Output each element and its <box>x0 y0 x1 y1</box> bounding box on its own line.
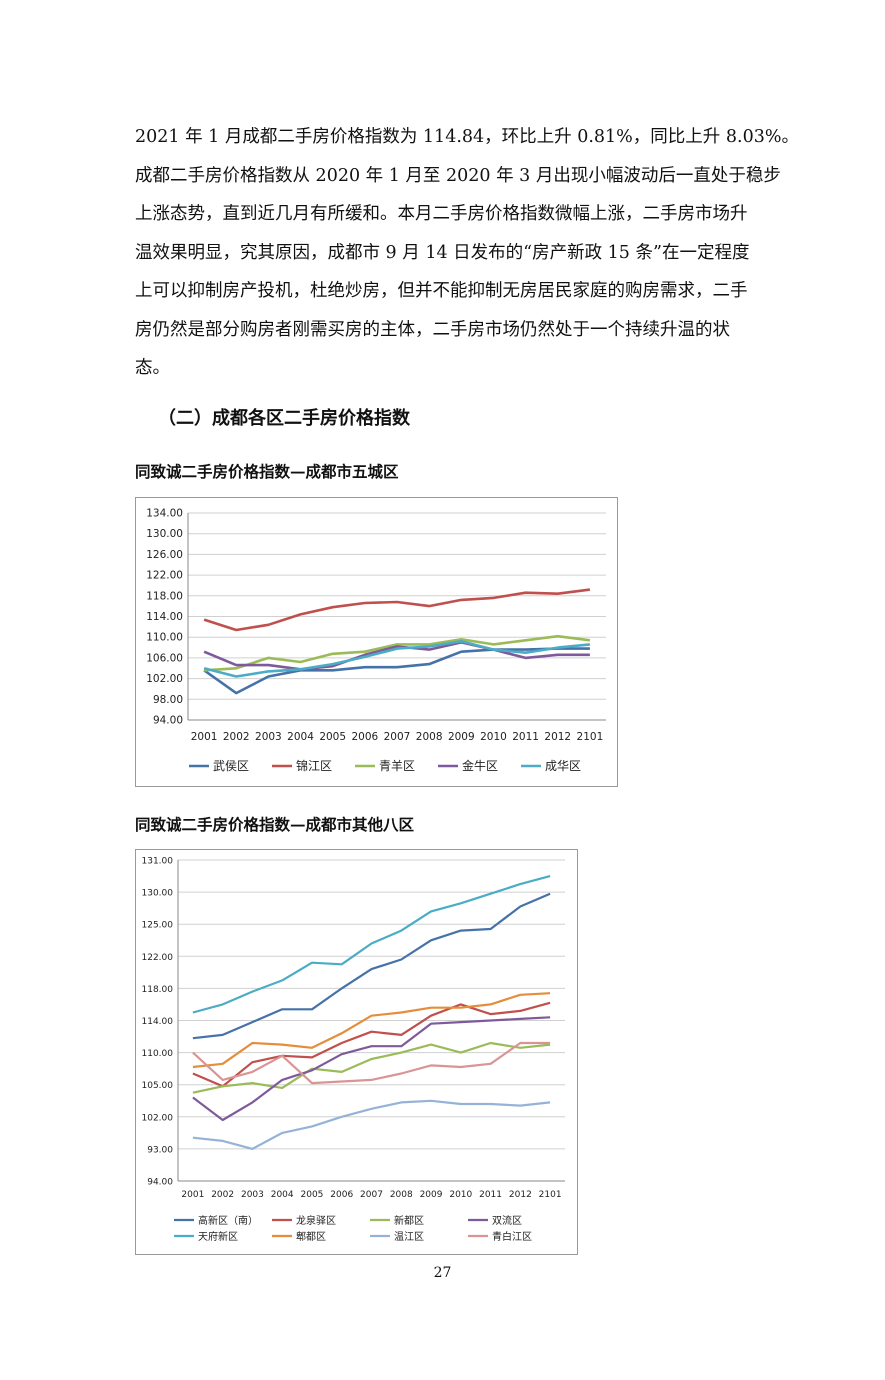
x-tick-label: 2003 <box>255 731 282 743</box>
y-tick-label: 102.00 <box>142 1113 174 1123</box>
other-districts-chart: 94.00 93.00 102.00 105.00 110.00 114.00 118.00… <box>135 849 578 1255</box>
y-tick-label: 125.00 <box>142 921 174 931</box>
legend-label: 双流区 <box>492 1214 522 1227</box>
x-tick-label: 2001 <box>191 731 218 743</box>
chart-caption-five-districts: 同致诚二手房价格指数—成都市五城区 <box>135 462 399 481</box>
x-tick-label: 2010 <box>449 1190 472 1200</box>
y-tick-label: 130.00 <box>142 889 174 899</box>
series-line <box>192 892 551 1040</box>
x-tick-label: 2006 <box>351 731 378 743</box>
x-tick-label: 2004 <box>287 731 314 743</box>
legend-label: 金牛区 <box>462 758 498 773</box>
five-districts-chart: 94.00 98.00 102.00 106.00 110.00 114.00 118.00… <box>135 497 618 787</box>
legend-label: 青白江区 <box>492 1230 532 1243</box>
y-tick-label: 98.00 <box>153 694 183 706</box>
x-tick-label: 2008 <box>416 731 443 743</box>
x-tick-label: 2012 <box>509 1190 532 1200</box>
x-tick-label: 2007 <box>360 1190 383 1200</box>
legend-label: 郫都区 <box>296 1230 326 1243</box>
legend-label: 成华区 <box>545 759 581 773</box>
legend-label: 武侯区 <box>213 759 249 773</box>
y-tick-label: 118.00 <box>146 590 183 602</box>
x-tick-label: 2011 <box>512 731 539 743</box>
series-line <box>203 647 590 695</box>
x-tick-label: 2012 <box>544 731 571 743</box>
x-tick-label: 2011 <box>479 1190 502 1200</box>
legend-label: 新都区 <box>394 1214 424 1227</box>
paragraph-line: 房仍然是部分购房者刚需买房的主体，二手房市场仍然处于一个持续升温的状 <box>135 319 730 340</box>
series-line <box>204 634 591 672</box>
series-line <box>192 1001 551 1088</box>
legend-label: 温江区 <box>394 1231 424 1243</box>
y-tick-label: 93.00 <box>147 1145 173 1155</box>
x-tick-label: 2010 <box>480 731 507 743</box>
y-tick-label: 106.00 <box>146 652 183 664</box>
x-tick-label: 2002 <box>223 731 250 743</box>
x-tick-label: 2001 <box>181 1190 204 1200</box>
paragraph-line: 2021 年 1 月成都二手房价格指数为 114.84，环比上升 0.81%，同… <box>135 127 799 147</box>
x-tick-label: 2005 <box>319 731 346 743</box>
body-paragraph: 2021 年 1 月成都二手房价格指数为 114.84，环比上升 0.81%，同… <box>135 118 799 388</box>
section-heading: （二）成都各区二手房价格指数 <box>158 408 410 429</box>
x-tick-label: 2009 <box>420 1190 443 1200</box>
y-tick-label: 122.00 <box>142 953 174 963</box>
paragraph-line: 上可以抑制房产投机，杜绝炒房，但并不能抑制无房居民家庭的购房需求，二手 <box>135 281 748 301</box>
x-tick-label: 2101 <box>539 1190 562 1200</box>
legend-label: 青羊区 <box>379 758 415 773</box>
paragraph-line: 上涨态势，直到近几月有所缓和。本月二手房价格指数微幅上涨，二手房市场升 <box>135 204 748 224</box>
legend-label: 天府新区 <box>198 1230 238 1243</box>
y-tick-label: 126.00 <box>146 549 183 561</box>
other-districts-chart-svg: 94.00 93.00 102.00 105.00 110.00 114.00 118.00… <box>142 857 565 1243</box>
series-line <box>192 875 551 1014</box>
legend-label: 高新区（南） <box>198 1214 258 1227</box>
y-tick-label: 114.00 <box>142 1017 174 1027</box>
series-line <box>203 640 591 678</box>
x-tick-label: 2009 <box>448 731 475 743</box>
x-tick-label: 2008 <box>390 1190 413 1200</box>
five-districts-chart-svg: 94.00 98.00 102.00 106.00 110.00 114.00 118.00… <box>146 508 606 773</box>
series-line <box>192 992 551 1069</box>
x-tick-label: 2006 <box>330 1190 353 1200</box>
series-line <box>203 588 591 632</box>
x-tick-label: 2005 <box>301 1190 324 1200</box>
y-tick-label: 105.00 <box>142 1081 174 1091</box>
y-tick-label: 94.00 <box>147 1178 173 1188</box>
series-line <box>203 641 590 671</box>
paragraph-line: 成都二手房价格指数从 2020 年 1 月至 2020 年 3 月出现小幅波动后… <box>135 165 781 186</box>
legend-label: 锦江区 <box>296 759 332 773</box>
x-tick-label: 2002 <box>211 1190 234 1200</box>
series-line <box>192 1099 551 1150</box>
y-tick-label: 110.00 <box>146 632 183 644</box>
y-tick-label: 114.00 <box>146 611 183 623</box>
x-tick-label: 2101 <box>577 731 604 743</box>
y-tick-label: 118.00 <box>142 985 174 995</box>
x-tick-label: 2003 <box>241 1190 264 1200</box>
y-tick-label: 110.00 <box>142 1049 174 1059</box>
y-tick-label: 134.00 <box>146 508 183 520</box>
paragraph-line: 温效果明显，究其原因，成都市 9 月 14 日发布的“房产新政 15 条”在一定… <box>135 242 750 263</box>
y-tick-label: 130.00 <box>146 528 183 540</box>
series-line <box>192 1041 551 1085</box>
chart-caption-other-districts: 同致诚二手房价格指数—成都市其他八区 <box>135 815 415 834</box>
series-line <box>192 1016 551 1122</box>
x-tick-label: 2004 <box>271 1190 294 1200</box>
x-tick-label: 2007 <box>384 731 411 743</box>
series-line <box>192 1041 551 1094</box>
y-tick-label: 102.00 <box>146 673 183 685</box>
y-tick-label: 122.00 <box>146 570 183 582</box>
y-tick-label: 94.00 <box>153 715 183 727</box>
y-tick-label: 131.00 <box>142 857 174 867</box>
paragraph-line: 态。 <box>135 358 170 378</box>
page-number: 27 <box>433 1265 452 1281</box>
legend-label: 龙泉驿区 <box>296 1214 336 1227</box>
